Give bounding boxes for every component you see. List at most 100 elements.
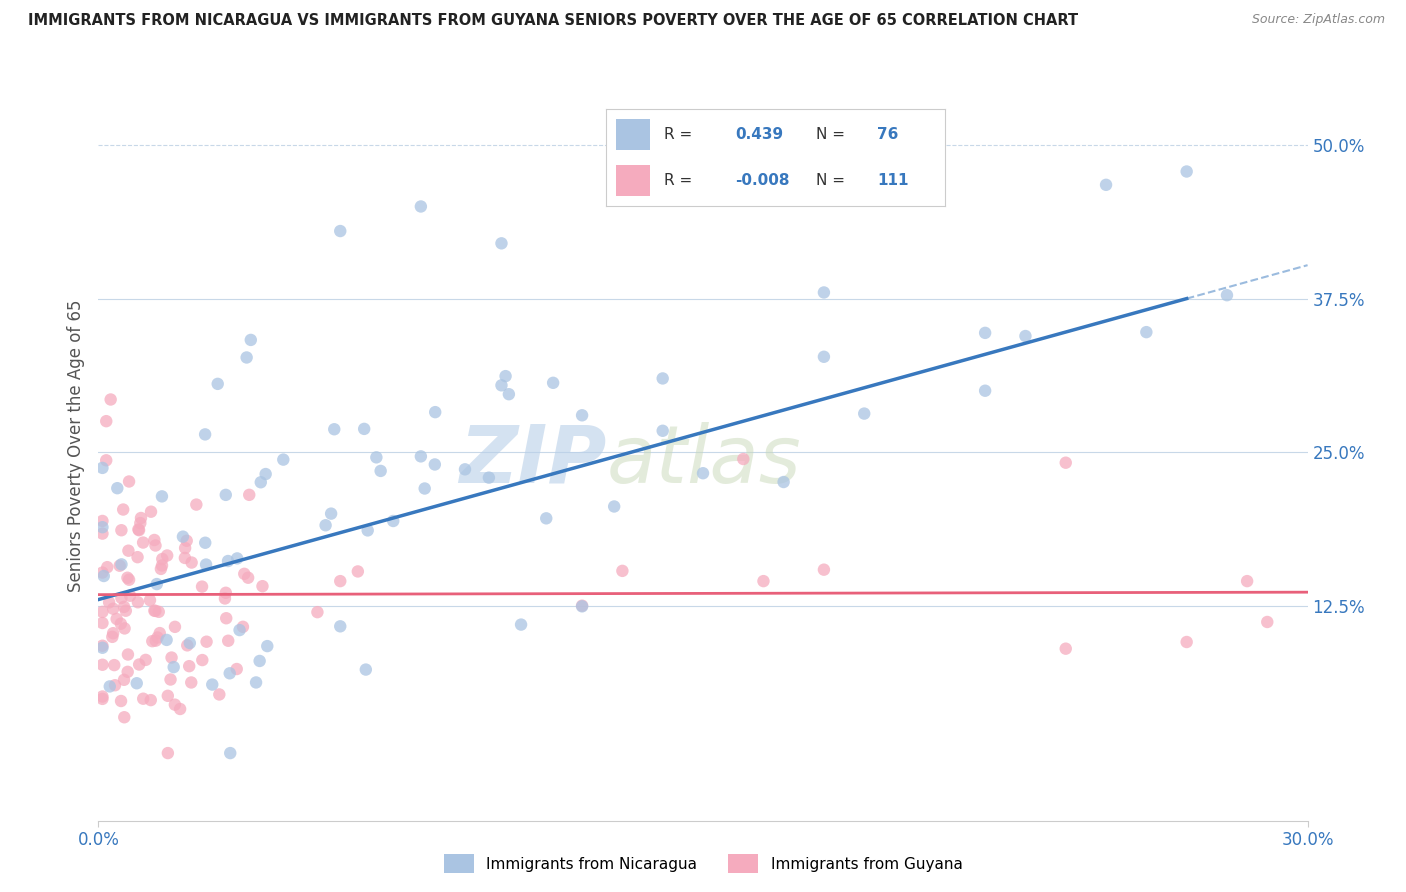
- Point: [1256, 615, 1278, 629]
- Point: [772, 475, 794, 489]
- Point: [91, 615, 114, 630]
- Point: [132, 691, 155, 706]
- Point: [163, 660, 186, 674]
- Point: [249, 654, 271, 668]
- Point: [173, 550, 195, 565]
- Point: [357, 524, 380, 538]
- Point: [974, 384, 997, 398]
- Point: [132, 535, 155, 549]
- Point: [104, 678, 127, 692]
- Point: [91, 566, 114, 580]
- Point: [413, 482, 436, 496]
- Point: [495, 369, 517, 384]
- Point: [329, 224, 352, 238]
- Point: [1236, 574, 1258, 588]
- Point: [329, 574, 352, 588]
- Point: [143, 533, 166, 547]
- Point: [347, 565, 370, 579]
- Point: [150, 558, 173, 573]
- Point: [179, 659, 201, 673]
- Point: [180, 556, 202, 570]
- Point: [96, 453, 118, 467]
- Point: [146, 577, 169, 591]
- Point: [129, 516, 152, 530]
- Point: [135, 653, 157, 667]
- Point: [128, 523, 150, 537]
- Point: [101, 601, 124, 615]
- Point: [307, 605, 329, 619]
- Point: [91, 605, 114, 619]
- Point: [149, 562, 172, 576]
- Point: [100, 392, 122, 407]
- Point: [114, 604, 136, 618]
- Point: [96, 560, 118, 574]
- Point: [149, 626, 172, 640]
- Point: [1175, 635, 1198, 649]
- Point: [612, 564, 634, 578]
- Point: [510, 617, 533, 632]
- Point: [1054, 641, 1077, 656]
- Point: [179, 636, 201, 650]
- Point: [105, 612, 128, 626]
- Point: [101, 630, 124, 644]
- Point: [105, 481, 128, 495]
- Point: [1095, 178, 1118, 192]
- Point: [176, 533, 198, 548]
- Point: [217, 633, 239, 648]
- Point: [541, 376, 564, 390]
- Point: [254, 467, 277, 481]
- Point: [329, 619, 352, 633]
- Point: [150, 489, 173, 503]
- Point: [145, 539, 167, 553]
- Point: [169, 702, 191, 716]
- Point: [315, 518, 337, 533]
- Point: [118, 475, 141, 489]
- Point: [370, 464, 392, 478]
- Point: [156, 549, 179, 563]
- Point: [160, 650, 183, 665]
- Point: [893, 191, 915, 205]
- Point: [232, 620, 254, 634]
- Point: [409, 199, 432, 213]
- Point: [91, 692, 114, 706]
- Point: [139, 593, 162, 607]
- Point: [112, 673, 135, 687]
- Point: [207, 376, 229, 391]
- Point: [249, 475, 271, 490]
- Point: [853, 407, 876, 421]
- Point: [478, 470, 501, 484]
- Point: [651, 424, 673, 438]
- Point: [974, 326, 997, 340]
- Point: [194, 427, 217, 442]
- Point: [813, 285, 835, 300]
- Point: [148, 605, 170, 619]
- Point: [195, 634, 218, 648]
- Point: [145, 633, 167, 648]
- Point: [112, 502, 135, 516]
- Point: [425, 405, 447, 419]
- Point: [208, 688, 231, 702]
- Point: [91, 639, 114, 653]
- Point: [127, 550, 149, 565]
- Y-axis label: Seniors Poverty Over the Age of 65: Seniors Poverty Over the Age of 65: [66, 300, 84, 592]
- Point: [651, 371, 673, 385]
- Point: [233, 566, 256, 581]
- Point: [215, 611, 238, 625]
- Point: [174, 541, 197, 555]
- Point: [163, 620, 186, 634]
- Point: [454, 462, 477, 476]
- Text: Source: ZipAtlas.com: Source: ZipAtlas.com: [1251, 13, 1385, 27]
- Point: [101, 626, 124, 640]
- Point: [108, 558, 131, 573]
- Point: [238, 488, 260, 502]
- Point: [692, 467, 714, 481]
- Point: [191, 653, 214, 667]
- Point: [110, 694, 132, 708]
- Point: [114, 622, 136, 636]
- Point: [423, 458, 446, 472]
- Point: [354, 663, 377, 677]
- Point: [186, 498, 208, 512]
- Point: [112, 599, 135, 614]
- Point: [245, 675, 267, 690]
- Point: [191, 580, 214, 594]
